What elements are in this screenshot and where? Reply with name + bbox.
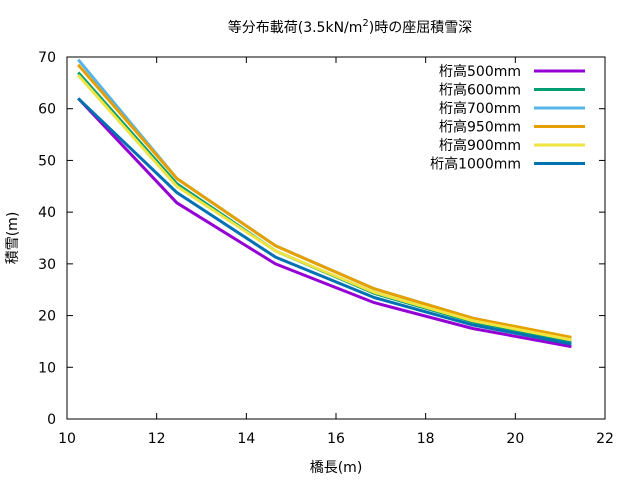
x-tick-label: 16 <box>327 431 345 447</box>
x-tick-label: 14 <box>237 431 255 447</box>
y-tick-labels: 0 10 20 30 40 50 60 70 <box>38 50 56 428</box>
series-line-5 <box>77 74 572 342</box>
y-tick-label: 40 <box>38 205 56 221</box>
x-tick-label: 20 <box>506 431 524 447</box>
legend-label-6: 桁高1000mm <box>430 156 521 173</box>
series-line-4 <box>77 63 572 339</box>
legend-label-3: 桁高700mm <box>439 100 521 117</box>
series-line-1 <box>77 97 572 349</box>
x-tick-label: 10 <box>58 431 76 447</box>
series-line-6 <box>77 97 572 346</box>
y-tick-label: 60 <box>38 102 56 118</box>
y-tick-label: 30 <box>38 257 56 273</box>
legend-label-5: 桁高900mm <box>439 137 521 154</box>
y-axis-label: 積雪(m) <box>5 212 21 265</box>
legend-label-2: 桁高600mm <box>439 82 521 99</box>
x-tick-label: 12 <box>148 431 166 447</box>
legend-label-4: 桁高950mm <box>439 119 521 136</box>
y-tick-label: 20 <box>38 309 56 325</box>
y-tick-label: 70 <box>38 50 56 66</box>
x-tick-label: 18 <box>417 431 435 447</box>
legend-label-1: 桁高500mm <box>439 63 521 80</box>
x-tick-labels: 10 12 14 16 18 20 22 <box>58 431 614 447</box>
chart-title: 等分布載荷(3.5kN/m2)時の座屈積雪深 <box>228 18 473 36</box>
y-tick-label: 10 <box>38 360 56 376</box>
x-tick-label: 22 <box>596 431 614 447</box>
series-lines <box>77 58 572 349</box>
y-tick-label: 0 <box>47 412 56 428</box>
plot-frame <box>66 56 606 420</box>
x-axis-label: 橋長(m) <box>310 460 363 476</box>
y-tick-label: 50 <box>38 153 56 169</box>
